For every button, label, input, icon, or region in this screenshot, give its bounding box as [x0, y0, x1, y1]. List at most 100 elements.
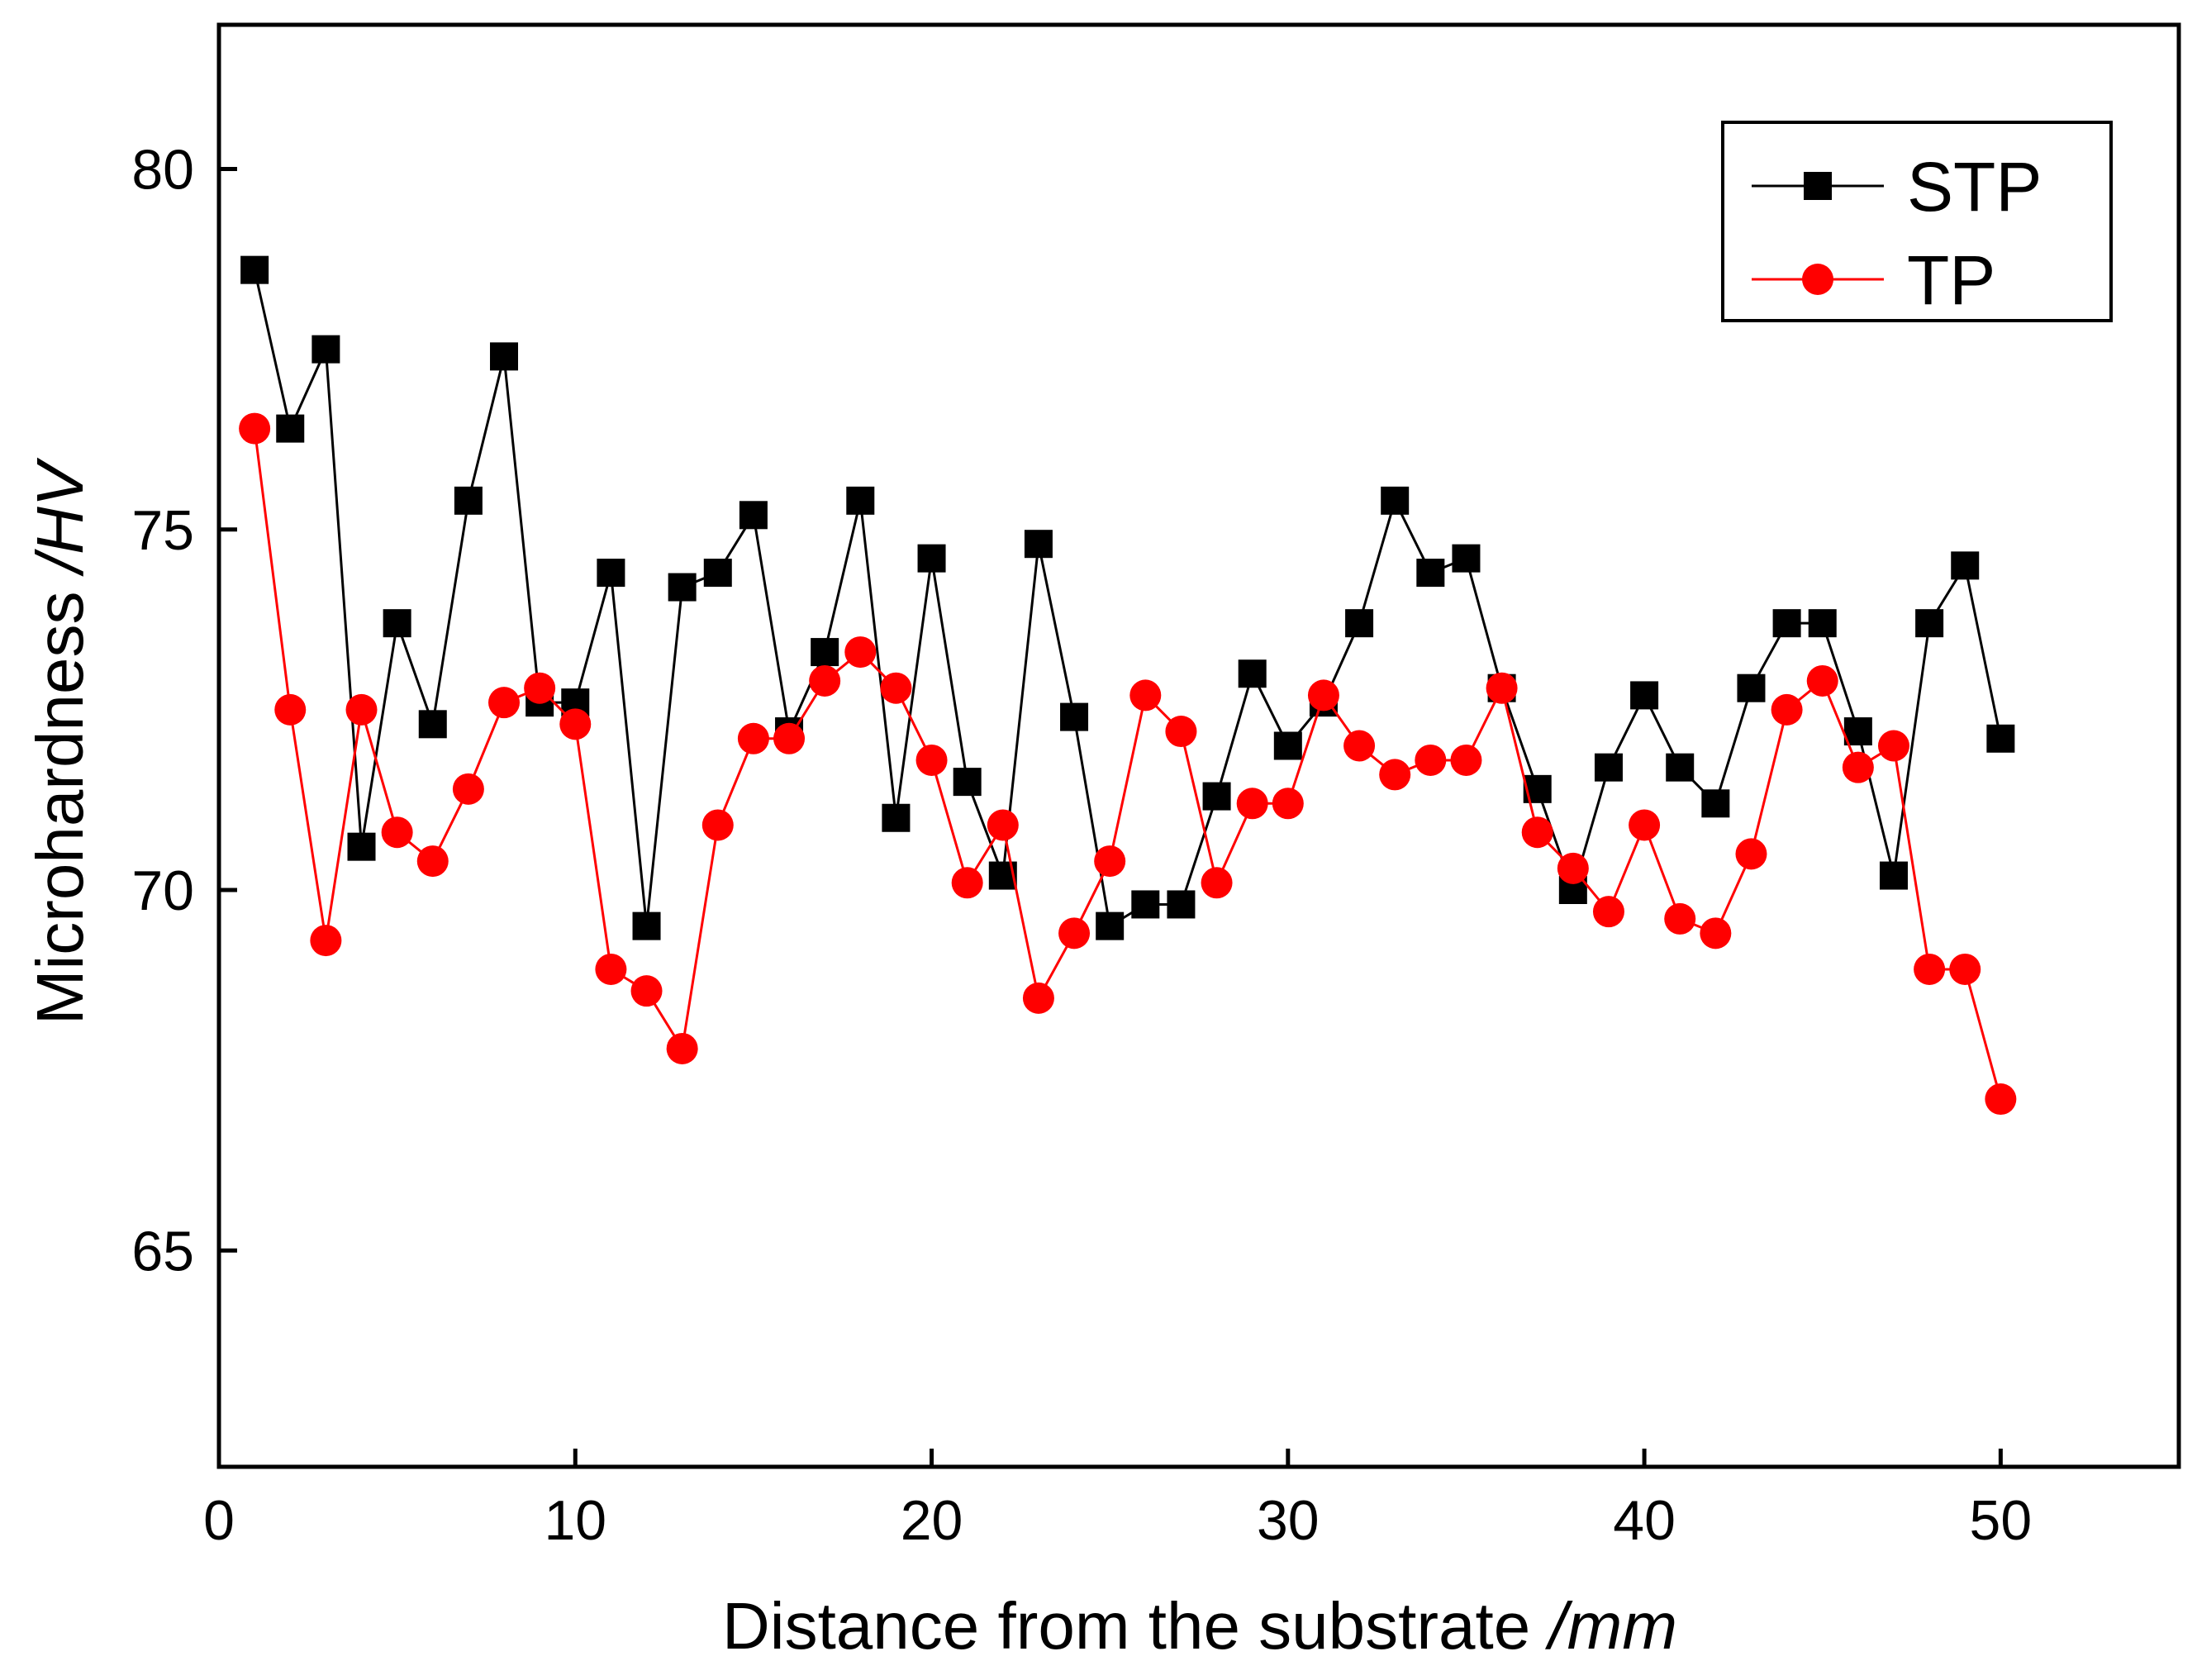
data-point-tp [488, 687, 521, 719]
x-tick-label: 30 [1257, 1489, 1320, 1552]
x-tick-label: 20 [901, 1489, 963, 1552]
data-point-tp [1307, 679, 1339, 712]
data-point-stp [953, 768, 982, 797]
data-point-tp [524, 672, 556, 704]
y-axis-title: Microhardness /HV [23, 457, 97, 1025]
data-point-tp [1450, 744, 1482, 776]
data-point-stp [668, 573, 697, 602]
data-point-tp [1022, 982, 1054, 1014]
data-point-tp [1735, 838, 1767, 870]
data-point-tp [737, 722, 769, 754]
data-point-tp [559, 708, 592, 740]
x-tick-label: 0 [203, 1489, 235, 1552]
data-point-stp [1060, 702, 1089, 731]
data-point-tp [345, 693, 378, 726]
data-point-stp [1737, 673, 1766, 702]
data-point-stp [240, 255, 269, 284]
data-point-stp [1131, 890, 1160, 919]
data-point-tp [1201, 867, 1233, 899]
data-point-tp [951, 867, 983, 899]
data-point-tp [1415, 744, 1447, 776]
data-point-tp [1058, 917, 1091, 949]
data-point-tp [1165, 716, 1197, 748]
data-point-stp [1986, 724, 2015, 753]
data-point-tp [1914, 953, 1946, 985]
data-point-tp [1985, 1083, 2017, 1116]
data-point-tp [1700, 917, 1732, 949]
data-point-stp [1808, 609, 1837, 638]
data-point-tp [1557, 852, 1589, 884]
data-point-tp [1379, 759, 1411, 791]
data-point-tp [1094, 845, 1126, 878]
data-point-tp [274, 693, 307, 726]
data-point-tp [1806, 664, 1838, 697]
data-point-stp [882, 803, 911, 832]
data-point-tp [1949, 953, 1981, 985]
series-stp [240, 255, 2015, 940]
data-point-stp [632, 911, 661, 940]
data-point-tp [809, 664, 841, 697]
data-point-stp [1096, 911, 1125, 940]
data-point-stp [1915, 609, 1944, 638]
data-point-stp [1202, 782, 1231, 811]
series-line-tp [253, 428, 2002, 1100]
legend-marker-stp [1804, 172, 1832, 200]
data-point-stp [418, 710, 447, 739]
y-axis: 65 70 75 80 [131, 139, 237, 1283]
data-point-stp [1630, 681, 1659, 710]
data-point-stp [811, 638, 839, 667]
data-point-stp [276, 414, 305, 443]
x-tick-label: 10 [544, 1489, 606, 1552]
data-point-tp [381, 816, 413, 849]
data-point-tp [1486, 672, 1518, 704]
data-point-tp [880, 672, 912, 704]
data-point-tp [1272, 788, 1304, 820]
data-point-tp [1771, 693, 1803, 726]
data-point-tp [915, 744, 948, 776]
y-tick-label: 70 [131, 859, 194, 922]
data-point-tp [630, 975, 663, 1007]
legend-box [1721, 121, 2113, 322]
data-point-tp [416, 845, 449, 878]
data-point-tp [1664, 902, 1696, 935]
data-point-stp [454, 486, 483, 515]
series-tp [239, 412, 2017, 1116]
legend-marker-tp [1802, 264, 1833, 295]
data-point-stp [311, 335, 340, 364]
data-point-stp [1416, 559, 1445, 588]
data-point-tp [773, 722, 806, 754]
data-point-tp [452, 773, 484, 805]
data-point-tp [310, 925, 342, 957]
data-point-stp [1273, 731, 1302, 760]
data-point-stp [597, 559, 625, 588]
x-tick-label: 50 [1970, 1489, 2033, 1552]
data-point-stp [490, 342, 519, 371]
data-point-stp [1238, 659, 1267, 688]
y-tick-label: 65 [131, 1220, 194, 1283]
data-point-stp [1772, 609, 1801, 638]
legend-label-tp: TP [1907, 241, 1995, 319]
data-point-stp [1701, 789, 1730, 818]
data-point-tp [1129, 679, 1162, 712]
data-point-tp [1592, 896, 1624, 928]
data-point-tp [1842, 751, 1874, 783]
data-point-tp [844, 636, 877, 669]
data-point-stp [347, 832, 376, 861]
x-axis: 0 10 20 30 40 50 [203, 1449, 2032, 1552]
data-point-stp [383, 609, 411, 638]
legend-label-stp: STP [1907, 148, 2042, 226]
data-point-tp [1521, 816, 1553, 849]
data-point-stp [1167, 890, 1196, 919]
y-tick-label: 80 [131, 139, 194, 202]
x-axis-unit: /mm [1544, 1589, 1677, 1663]
data-point-tp [1629, 809, 1661, 841]
data-point-stp [739, 501, 768, 530]
series-layer [239, 255, 2017, 1116]
data-point-tp [701, 809, 734, 841]
data-point-stp [1666, 753, 1695, 782]
data-point-stp [846, 486, 875, 515]
y-axis-unit: /HV [23, 457, 97, 577]
y-tick-label: 75 [131, 499, 194, 562]
data-point-tp [666, 1032, 698, 1064]
